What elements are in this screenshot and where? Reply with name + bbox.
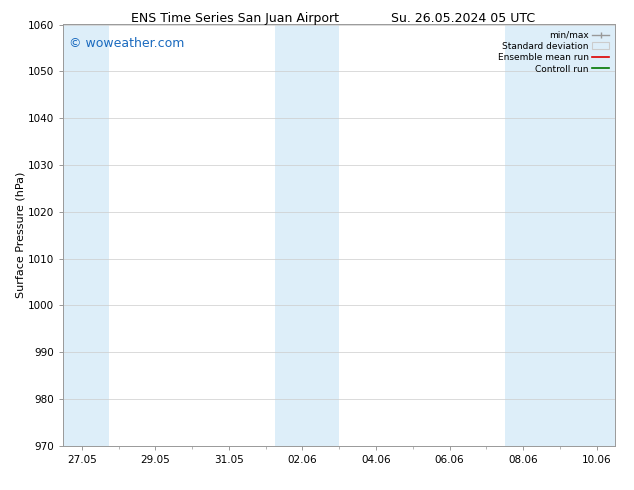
Bar: [63, 24, 110, 446]
Y-axis label: Surface Pressure (hPa): Surface Pressure (hPa): [15, 172, 25, 298]
Text: © woweather.com: © woweather.com: [69, 37, 184, 50]
Bar: [275, 24, 339, 446]
Bar: [505, 24, 615, 446]
Legend: min/max, Standard deviation, Ensemble mean run, Controll run: min/max, Standard deviation, Ensemble me…: [496, 29, 611, 75]
Text: Su. 26.05.2024 05 UTC: Su. 26.05.2024 05 UTC: [391, 12, 535, 25]
Text: ENS Time Series San Juan Airport: ENS Time Series San Juan Airport: [131, 12, 339, 25]
